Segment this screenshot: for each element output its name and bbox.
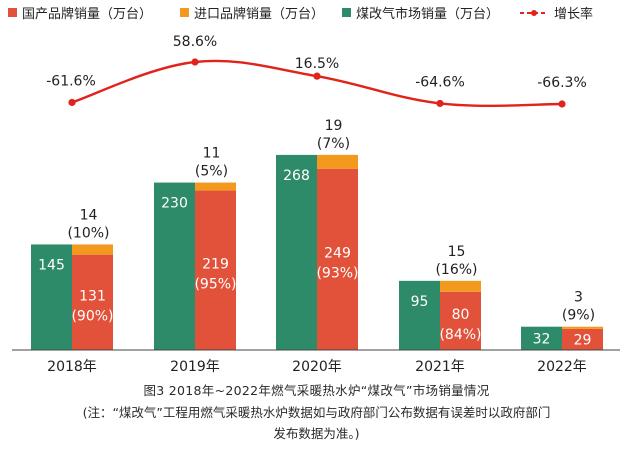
x-tick-labels: 2018年 2019年 2020年 2021年 2022年 [47, 359, 587, 375]
label-total-3: 95 [411, 294, 429, 310]
label-domestic-1: 219 (95%) [194, 256, 236, 292]
label-import-0: 14 (10%) [67, 207, 109, 241]
legend-label-1: 进口品牌销量（万台） [194, 6, 324, 22]
growth-label-1: 58.6% [173, 34, 217, 50]
bar-import-2 [317, 154, 358, 169]
bar-total-3 [399, 280, 440, 350]
figure-note-line2: 发布数据为准。) [273, 426, 360, 441]
label-total-2: 268 [283, 168, 310, 184]
x-tick-3: 2021年 [415, 359, 465, 375]
bar-domestic-1 [195, 190, 236, 350]
x-tick-0: 2018年 [47, 359, 97, 375]
growth-label-2: 16.5% [295, 56, 339, 72]
legend-swatch-1 [180, 8, 189, 17]
label-domestic-4: 29 [574, 332, 592, 348]
label-total-0: 145 [38, 257, 65, 273]
label-domestic-3: 80 (84%) [439, 307, 481, 343]
bar-total-0 [31, 244, 72, 350]
figure-note-line1: (注：“煤改气”工程用燃气采暖热水炉数据如与政府部门公布数据有误差时以政府部门 [82, 405, 551, 420]
legend-label-2: 煤改气市场销量（万台） [356, 6, 499, 22]
legend-label-3: 增长率 [554, 6, 593, 22]
bar-import-0 [72, 244, 113, 255]
bar-total-4 [521, 326, 562, 350]
growth-label-4: -66.3% [537, 75, 587, 91]
label-import-1: 11 (5%) [195, 146, 228, 180]
x-tick-2: 2020年 [292, 359, 342, 375]
figure-caption: 图3 2018年~2022年燃气采暖热水炉“煤改气”市场销量情况 [143, 383, 490, 398]
growth-point-2 [313, 72, 321, 80]
bar-import-1 [195, 182, 236, 191]
bar-chart: 国产品牌销量（万台） 进口品牌销量（万台） 煤改气市场销量（万台） 增长率 -61.6… [8, 6, 620, 375]
bar-domestic-4 [562, 328, 603, 350]
growth-point-3 [436, 99, 444, 108]
growth-rate-line: -61.6% 58.6% 16.5% -64.6% -66.3% [46, 34, 587, 108]
bar-domestic-0 [72, 254, 113, 350]
growth-point-1 [191, 58, 199, 66]
x-tick-1: 2019年 [170, 359, 220, 375]
growth-label-3: -64.6% [415, 74, 465, 90]
growth-point-4 [558, 100, 566, 108]
legend: 国产品牌销量（万台） 进口品牌销量（万台） 煤改气市场销量（万台） 增长率 [8, 6, 593, 22]
bar-total-1 [154, 182, 195, 350]
label-domestic-2: 249 (93%) [316, 245, 358, 281]
bar-domestic-2 [317, 168, 358, 350]
bar-total-2 [276, 154, 317, 350]
bar-domestic-3 [440, 291, 481, 350]
legend-swatch-2 [342, 8, 351, 17]
label-import-2: 19 (7%) [317, 118, 350, 152]
label-total-4: 32 [533, 331, 551, 347]
growth-point-0 [68, 98, 76, 107]
label-domestic-0: 131 (90%) [71, 288, 113, 324]
label-import-4: 3 (9%) [562, 290, 595, 324]
x-tick-4: 2022年 [537, 359, 587, 375]
label-total-1: 230 [161, 196, 188, 212]
growth-label-0: -61.6% [46, 73, 96, 89]
legend-swatch-0 [8, 8, 17, 17]
legend-label-0: 国产品牌销量（万台） [22, 6, 152, 22]
bar-import-3 [440, 280, 481, 292]
legend-swatch-dot [531, 10, 537, 16]
bar-import-4 [562, 326, 603, 329]
label-import-3: 15 (16%) [435, 244, 477, 278]
bars: 145 131 (90%) 14 (10%) 230 219 (95%) 11 (5%) 268 24… [31, 118, 603, 350]
